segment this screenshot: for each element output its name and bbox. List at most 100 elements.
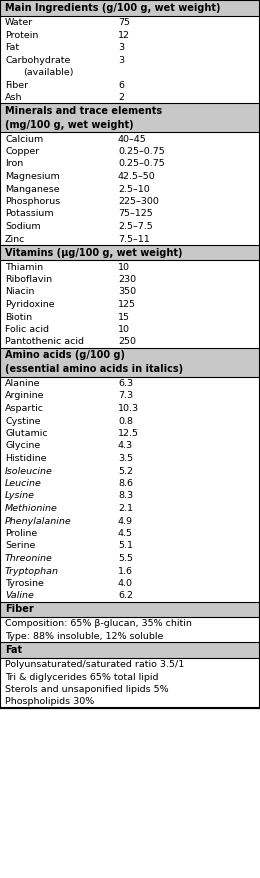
Bar xyxy=(0,245,260,261)
Text: (mg/100 g, wet weight): (mg/100 g, wet weight) xyxy=(5,119,134,129)
Text: Ash: Ash xyxy=(5,93,23,102)
Text: Glycine: Glycine xyxy=(5,441,40,450)
Text: Polyunsaturated/saturated ratio 3.5/1: Polyunsaturated/saturated ratio 3.5/1 xyxy=(5,659,184,668)
Text: Valine: Valine xyxy=(5,591,34,600)
Text: Vitamins (µg/100 g, wet weight): Vitamins (µg/100 g, wet weight) xyxy=(5,248,183,257)
Text: Isoleucine: Isoleucine xyxy=(5,466,53,475)
Text: 0.25–0.75: 0.25–0.75 xyxy=(118,159,165,169)
Text: Proline: Proline xyxy=(5,529,37,537)
Text: 6.2: 6.2 xyxy=(118,591,133,600)
Text: Niacin: Niacin xyxy=(5,287,34,296)
Bar xyxy=(0,1,260,17)
Text: 3.5: 3.5 xyxy=(118,453,133,463)
Text: 12: 12 xyxy=(118,31,130,40)
Text: 225–300: 225–300 xyxy=(118,197,159,205)
Text: Histidine: Histidine xyxy=(5,453,47,463)
Text: Iron: Iron xyxy=(5,159,23,169)
Text: Tri & diglycerides 65% total lipid: Tri & diglycerides 65% total lipid xyxy=(5,672,159,680)
Text: Cystine: Cystine xyxy=(5,416,41,425)
Text: 8.6: 8.6 xyxy=(118,479,133,487)
Text: 12.5: 12.5 xyxy=(118,428,139,437)
Text: 5.1: 5.1 xyxy=(118,541,133,550)
Text: 75: 75 xyxy=(118,18,130,27)
Text: Water: Water xyxy=(5,18,33,27)
Text: 7.3: 7.3 xyxy=(118,391,133,400)
Text: 3: 3 xyxy=(118,43,124,52)
Text: Composition: 65% β-glucan, 35% chitin: Composition: 65% β-glucan, 35% chitin xyxy=(5,619,192,628)
Bar xyxy=(0,643,260,658)
Text: Fiber: Fiber xyxy=(5,604,34,614)
Text: Zinc: Zinc xyxy=(5,234,25,243)
Text: 1.6: 1.6 xyxy=(118,565,133,575)
Text: 8.3: 8.3 xyxy=(118,491,133,500)
Text: Lysine: Lysine xyxy=(5,491,35,500)
Text: Manganese: Manganese xyxy=(5,184,60,193)
Text: Phenylalanine: Phenylalanine xyxy=(5,516,72,525)
Text: 4.3: 4.3 xyxy=(118,441,133,450)
Text: 4.0: 4.0 xyxy=(118,579,133,587)
Text: Phospholipids 30%: Phospholipids 30% xyxy=(5,697,94,706)
Text: 2.5–10: 2.5–10 xyxy=(118,184,150,193)
Bar xyxy=(0,348,260,377)
Text: 3: 3 xyxy=(118,55,124,64)
Text: 10: 10 xyxy=(118,263,130,271)
Text: 40–45: 40–45 xyxy=(118,134,147,143)
Text: Folic acid: Folic acid xyxy=(5,325,49,334)
Text: Type: 88% insoluble, 12% soluble: Type: 88% insoluble, 12% soluble xyxy=(5,631,163,640)
Text: Fat: Fat xyxy=(5,644,22,654)
Text: 4.9: 4.9 xyxy=(118,516,133,525)
Text: Potassium: Potassium xyxy=(5,209,54,219)
Text: 5.5: 5.5 xyxy=(118,553,133,563)
Text: Aspartic: Aspartic xyxy=(5,404,44,413)
Text: 2.5–7.5: 2.5–7.5 xyxy=(118,222,153,231)
Text: Arginine: Arginine xyxy=(5,391,44,400)
Text: 5.2: 5.2 xyxy=(118,466,133,475)
Text: Tyrosine: Tyrosine xyxy=(5,579,44,587)
Text: 350: 350 xyxy=(118,287,136,296)
Text: Carbohydrate: Carbohydrate xyxy=(5,55,70,64)
Text: Magnesium: Magnesium xyxy=(5,172,60,181)
Text: Main Ingredients (g/100 g, wet weight): Main Ingredients (g/100 g, wet weight) xyxy=(5,3,220,13)
Text: Threonine: Threonine xyxy=(5,553,53,563)
Text: 2.1: 2.1 xyxy=(118,503,133,513)
Text: 42.5–50: 42.5–50 xyxy=(118,172,156,181)
Text: 10.3: 10.3 xyxy=(118,404,139,413)
Text: Fat: Fat xyxy=(5,43,19,52)
Text: 6.3: 6.3 xyxy=(118,378,133,387)
Text: Glutamic: Glutamic xyxy=(5,428,48,437)
Bar xyxy=(0,104,260,133)
Text: Serine: Serine xyxy=(5,541,35,550)
Text: Fiber: Fiber xyxy=(5,81,28,90)
Text: (essential amino acids in italics): (essential amino acids in italics) xyxy=(5,363,183,373)
Text: 15: 15 xyxy=(118,313,130,321)
Text: Methionine: Methionine xyxy=(5,503,58,513)
Text: 10: 10 xyxy=(118,325,130,334)
Bar xyxy=(0,601,260,617)
Text: Alanine: Alanine xyxy=(5,378,41,387)
Text: Sterols and unsaponified lipids 5%: Sterols and unsaponified lipids 5% xyxy=(5,684,169,694)
Text: 4.5: 4.5 xyxy=(118,529,133,537)
Text: Phosphorus: Phosphorus xyxy=(5,197,60,205)
Text: Tryptophan: Tryptophan xyxy=(5,565,59,575)
Text: 7.5–11: 7.5–11 xyxy=(118,234,150,243)
Text: 250: 250 xyxy=(118,337,136,346)
Text: Leucine: Leucine xyxy=(5,479,42,487)
Text: 125: 125 xyxy=(118,299,136,309)
Text: 230: 230 xyxy=(118,275,136,284)
Text: 6: 6 xyxy=(118,81,124,90)
Text: Riboflavin: Riboflavin xyxy=(5,275,52,284)
Text: Biotin: Biotin xyxy=(5,313,32,321)
Text: Amino acids (g/100 g): Amino acids (g/100 g) xyxy=(5,350,125,360)
Text: 0.8: 0.8 xyxy=(118,416,133,425)
Text: Copper: Copper xyxy=(5,147,39,155)
Text: Thiamin: Thiamin xyxy=(5,263,43,271)
Text: 2: 2 xyxy=(118,93,124,102)
Text: Protein: Protein xyxy=(5,31,38,40)
Text: Pantothenic acid: Pantothenic acid xyxy=(5,337,84,346)
Text: (available): (available) xyxy=(23,68,74,77)
Text: Minerals and trace elements: Minerals and trace elements xyxy=(5,106,162,116)
Text: Calcium: Calcium xyxy=(5,134,43,143)
Text: Sodium: Sodium xyxy=(5,222,41,231)
Text: 75–125: 75–125 xyxy=(118,209,153,219)
Text: Pyridoxine: Pyridoxine xyxy=(5,299,55,309)
